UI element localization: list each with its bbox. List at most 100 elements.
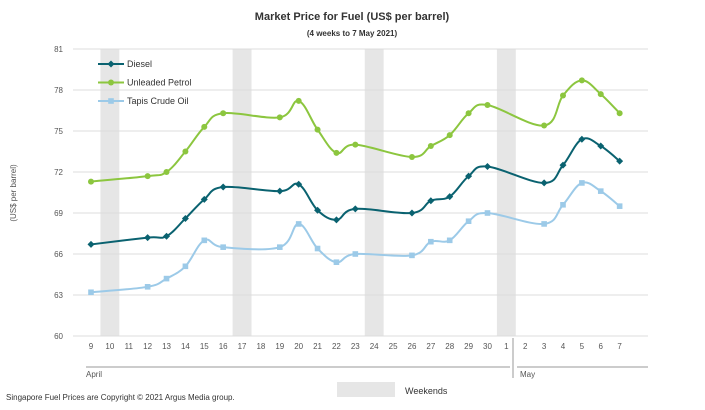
x-tick-label: 1 <box>504 342 509 351</box>
gridlines <box>73 48 648 337</box>
x-tick-label: 26 <box>408 342 417 351</box>
data-point <box>427 197 435 205</box>
data-point <box>314 126 321 133</box>
month-label: April <box>86 370 102 379</box>
x-tick-label: 15 <box>200 342 209 351</box>
data-point <box>88 178 94 185</box>
series-line-tapis-crude-oil <box>90 181 621 294</box>
data-point <box>314 245 321 252</box>
data-point <box>428 238 434 245</box>
data-point <box>465 172 473 180</box>
data-point <box>352 141 359 148</box>
legend-marker <box>108 79 114 86</box>
x-tick-label: 17 <box>238 342 247 351</box>
x-tick-label: 30 <box>483 342 492 351</box>
legend-label: Unleaded Petrol <box>127 78 192 88</box>
x-tick-label: 6 <box>599 342 604 351</box>
data-point <box>483 163 491 171</box>
x-tick-label: 9 <box>89 342 94 351</box>
weekend-shading <box>100 49 516 336</box>
y-tick-label: 81 <box>54 45 63 54</box>
data-point <box>220 244 226 250</box>
data-point <box>163 232 171 240</box>
data-point <box>295 180 303 188</box>
data-point <box>181 214 189 222</box>
data-point <box>578 135 586 143</box>
x-tick-label: 11 <box>125 342 134 351</box>
legend-marker <box>108 98 114 104</box>
x-tick-label: 12 <box>143 342 152 351</box>
data-point <box>541 122 548 129</box>
data-point <box>88 289 94 296</box>
y-axis-label: (US$ per barrel) <box>9 164 18 222</box>
x-tick-label: 21 <box>313 342 322 351</box>
data-point <box>578 77 585 84</box>
data-point <box>314 206 322 214</box>
y-tick-label: 63 <box>54 291 63 300</box>
data-point <box>446 193 454 201</box>
data-point <box>182 263 189 270</box>
x-tick-label: 5 <box>580 342 585 351</box>
data-point <box>616 110 623 117</box>
x-tick-label: 23 <box>351 342 360 351</box>
data-point <box>465 110 472 117</box>
data-point <box>446 237 453 244</box>
x-tick-label: 10 <box>105 342 114 351</box>
data-point <box>579 180 585 186</box>
y-tick-label: 60 <box>54 332 63 341</box>
data-point <box>465 218 472 224</box>
y-tick-label: 75 <box>54 127 63 136</box>
x-tick-label: 27 <box>426 342 435 351</box>
chart-subtitle: (4 weeks to 7 May 2021) <box>307 29 398 38</box>
weekend-band <box>364 49 384 336</box>
copyright-footnote: Singapore Fuel Prices are Copyright © 20… <box>6 393 235 402</box>
data-point <box>352 251 359 257</box>
data-point <box>560 202 566 208</box>
data-point <box>351 205 359 213</box>
data-point <box>144 284 151 290</box>
series-line-diesel <box>90 137 621 246</box>
x-tick-label: 16 <box>219 342 228 351</box>
data-point <box>427 143 434 150</box>
data-point <box>540 179 548 187</box>
x-tick-label: 2 <box>523 342 528 351</box>
data-point <box>277 244 283 250</box>
data-point <box>276 187 284 195</box>
weekend-key-label: Weekends <box>405 386 448 396</box>
x-tick-label: 13 <box>162 342 171 351</box>
x-tick-label: 14 <box>181 342 190 351</box>
data-point <box>333 149 340 156</box>
x-tick-label: 29 <box>464 342 473 351</box>
data-point <box>484 210 491 216</box>
data-point <box>200 195 208 203</box>
data-point <box>163 275 170 282</box>
data-point <box>597 188 604 194</box>
data-point <box>295 221 302 227</box>
data-point <box>597 142 605 150</box>
data-point <box>332 216 340 224</box>
x-tick-label: 25 <box>389 342 398 351</box>
weekend-band <box>232 49 252 336</box>
data-point <box>484 102 491 109</box>
data-point <box>295 97 302 104</box>
weekend-key: Weekends <box>337 382 448 397</box>
x-tick-label: 28 <box>445 342 454 351</box>
y-tick-label: 66 <box>54 250 63 259</box>
x-tick-label: 19 <box>275 342 284 351</box>
data-point <box>220 110 227 117</box>
data-point <box>163 169 170 175</box>
chart-title: Market Price for Fuel (US$ per barrel) <box>255 11 450 23</box>
x-tick-label: 4 <box>561 342 566 351</box>
data-point <box>408 153 415 160</box>
data-point <box>219 183 227 191</box>
weekend-key-swatch <box>337 382 395 397</box>
data-point <box>408 209 416 217</box>
data-point <box>616 203 623 209</box>
x-tick-label: 7 <box>617 342 622 351</box>
legend-label: Diesel <box>127 59 152 69</box>
data-point <box>446 132 453 139</box>
x-tick-label: 24 <box>370 342 379 351</box>
weekend-band <box>100 49 120 336</box>
y-tick-label: 69 <box>54 209 63 218</box>
data-point <box>616 157 624 165</box>
